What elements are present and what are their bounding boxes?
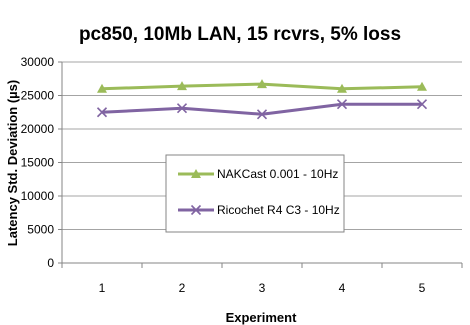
legend-box	[165, 154, 345, 233]
chart-title: pc850, 10Mb LAN, 15 rcvrs, 5% loss	[79, 24, 401, 45]
x-axis-title: Experiment	[226, 310, 297, 325]
y-tick-labels: 0 5000 10000 15000 20000 25000 30000	[21, 55, 55, 270]
axes	[58, 61, 463, 268]
series-1	[97, 79, 427, 93]
y-tick-label: 15000	[21, 156, 55, 170]
data-point	[337, 83, 347, 93]
data-point	[417, 81, 427, 91]
x-tick-labels: 1 2 3 4 5	[99, 281, 426, 295]
series-2	[96, 99, 428, 120]
x-tick-label: 4	[339, 281, 346, 295]
x-tick-label: 3	[259, 281, 266, 295]
data-point	[256, 109, 268, 120]
y-tick-label: 20000	[21, 122, 55, 136]
data-point	[257, 79, 267, 89]
legend-item: Ricochet R4 C3 - 10Hz	[178, 203, 340, 217]
y-tick-label: 5000	[27, 223, 54, 237]
data-point	[96, 107, 108, 118]
legend-label: NAKCast 0.001 - 10Hz	[217, 167, 338, 181]
y-tick-label: 10000	[21, 189, 55, 203]
x-tick-label: 2	[179, 281, 186, 295]
y-tick-label: 0	[47, 256, 54, 270]
data-point	[176, 103, 188, 114]
y-tick-label: 25000	[21, 89, 55, 103]
y-axis-title: Latency Std. Deviation (µs)	[5, 80, 20, 246]
data-point	[416, 99, 428, 110]
legend-label: Ricochet R4 C3 - 10Hz	[217, 203, 340, 217]
x-tick-label: 5	[419, 281, 426, 295]
data-point	[336, 99, 348, 110]
x-tick-label: 1	[99, 281, 106, 295]
y-tick-label: 30000	[21, 55, 55, 69]
series-group	[96, 79, 428, 120]
data-point	[97, 83, 107, 93]
legend-marker	[191, 169, 201, 178]
legend: NAKCast 0.001 - 10Hz Ricochet R4 C3 - 10H…	[165, 154, 345, 233]
data-point	[177, 81, 187, 91]
legend-marker	[190, 204, 202, 216]
series-line	[101, 102, 422, 116]
legend-item: NAKCast 0.001 - 10Hz	[178, 167, 338, 181]
